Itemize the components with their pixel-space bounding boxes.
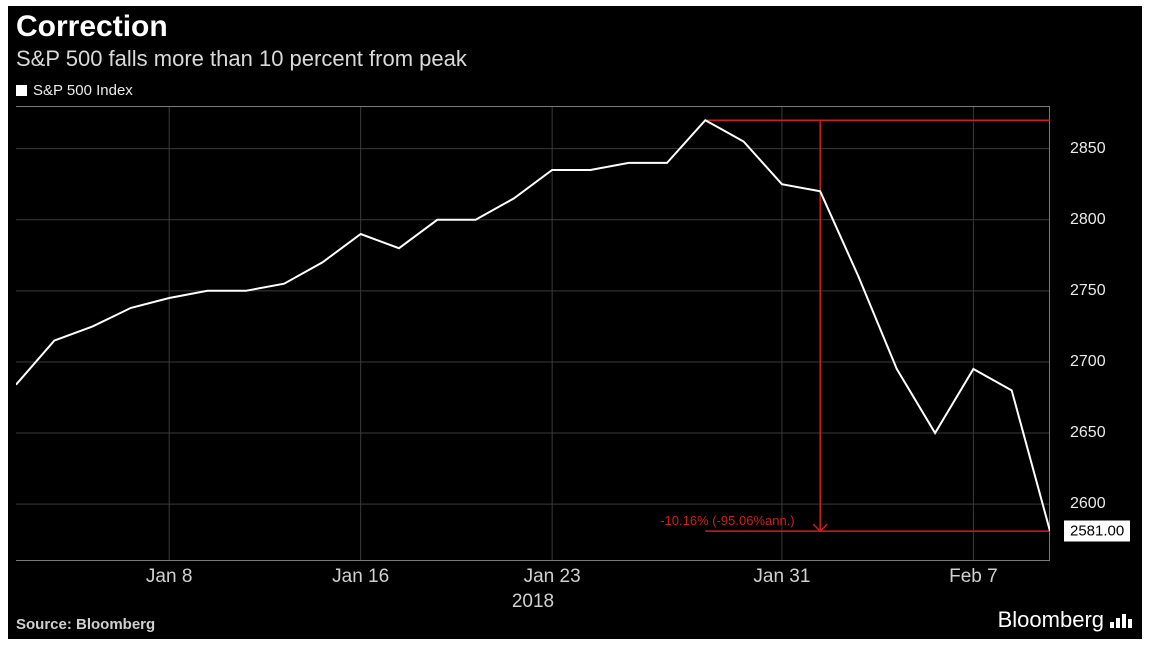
x-tick-label: Jan 23	[524, 566, 581, 588]
y-tick-label: 2750	[1070, 282, 1106, 300]
y-axis-labels: 2600 2650 2700 2750 2800 2850 2581.00	[1058, 106, 1138, 561]
brand-bars-icon	[1110, 612, 1132, 628]
last-value-flag: 2581.00	[1064, 521, 1130, 542]
x-tick-label: Jan 16	[332, 566, 389, 588]
brand-text: Bloomberg	[998, 607, 1104, 633]
y-tick-label: 2600	[1070, 495, 1106, 513]
legend-label: S&P 500 Index	[33, 82, 133, 99]
x-axis-year: 2018	[16, 591, 1050, 613]
y-tick-label: 2700	[1070, 353, 1106, 371]
x-tick-label: Feb 7	[949, 566, 998, 588]
annotation-label: -10.16% (-95.06%ann.)	[660, 513, 794, 528]
chart-panel: Correction S&P 500 falls more than 10 pe…	[8, 6, 1142, 639]
x-tick-label: Jan 31	[753, 566, 810, 588]
plot-area	[16, 106, 1050, 561]
x-axis-labels: Jan 8 Jan 16 Jan 23 Jan 31 Feb 7	[16, 566, 1050, 590]
chart-svg	[16, 106, 1050, 561]
source-text: Source: Bloomberg	[16, 616, 155, 633]
chart-title: Correction	[16, 10, 168, 44]
legend: S&P 500 Index	[16, 82, 133, 99]
chart-subtitle: S&P 500 falls more than 10 percent from …	[16, 46, 467, 72]
y-tick-label: 2850	[1070, 140, 1106, 158]
page-frame: Correction S&P 500 falls more than 10 pe…	[0, 0, 1150, 647]
y-tick-label: 2650	[1070, 424, 1106, 442]
legend-swatch	[16, 85, 27, 96]
x-tick-label: Jan 8	[146, 566, 192, 588]
brand-logo: Bloomberg	[998, 607, 1132, 633]
y-tick-label: 2800	[1070, 211, 1106, 229]
